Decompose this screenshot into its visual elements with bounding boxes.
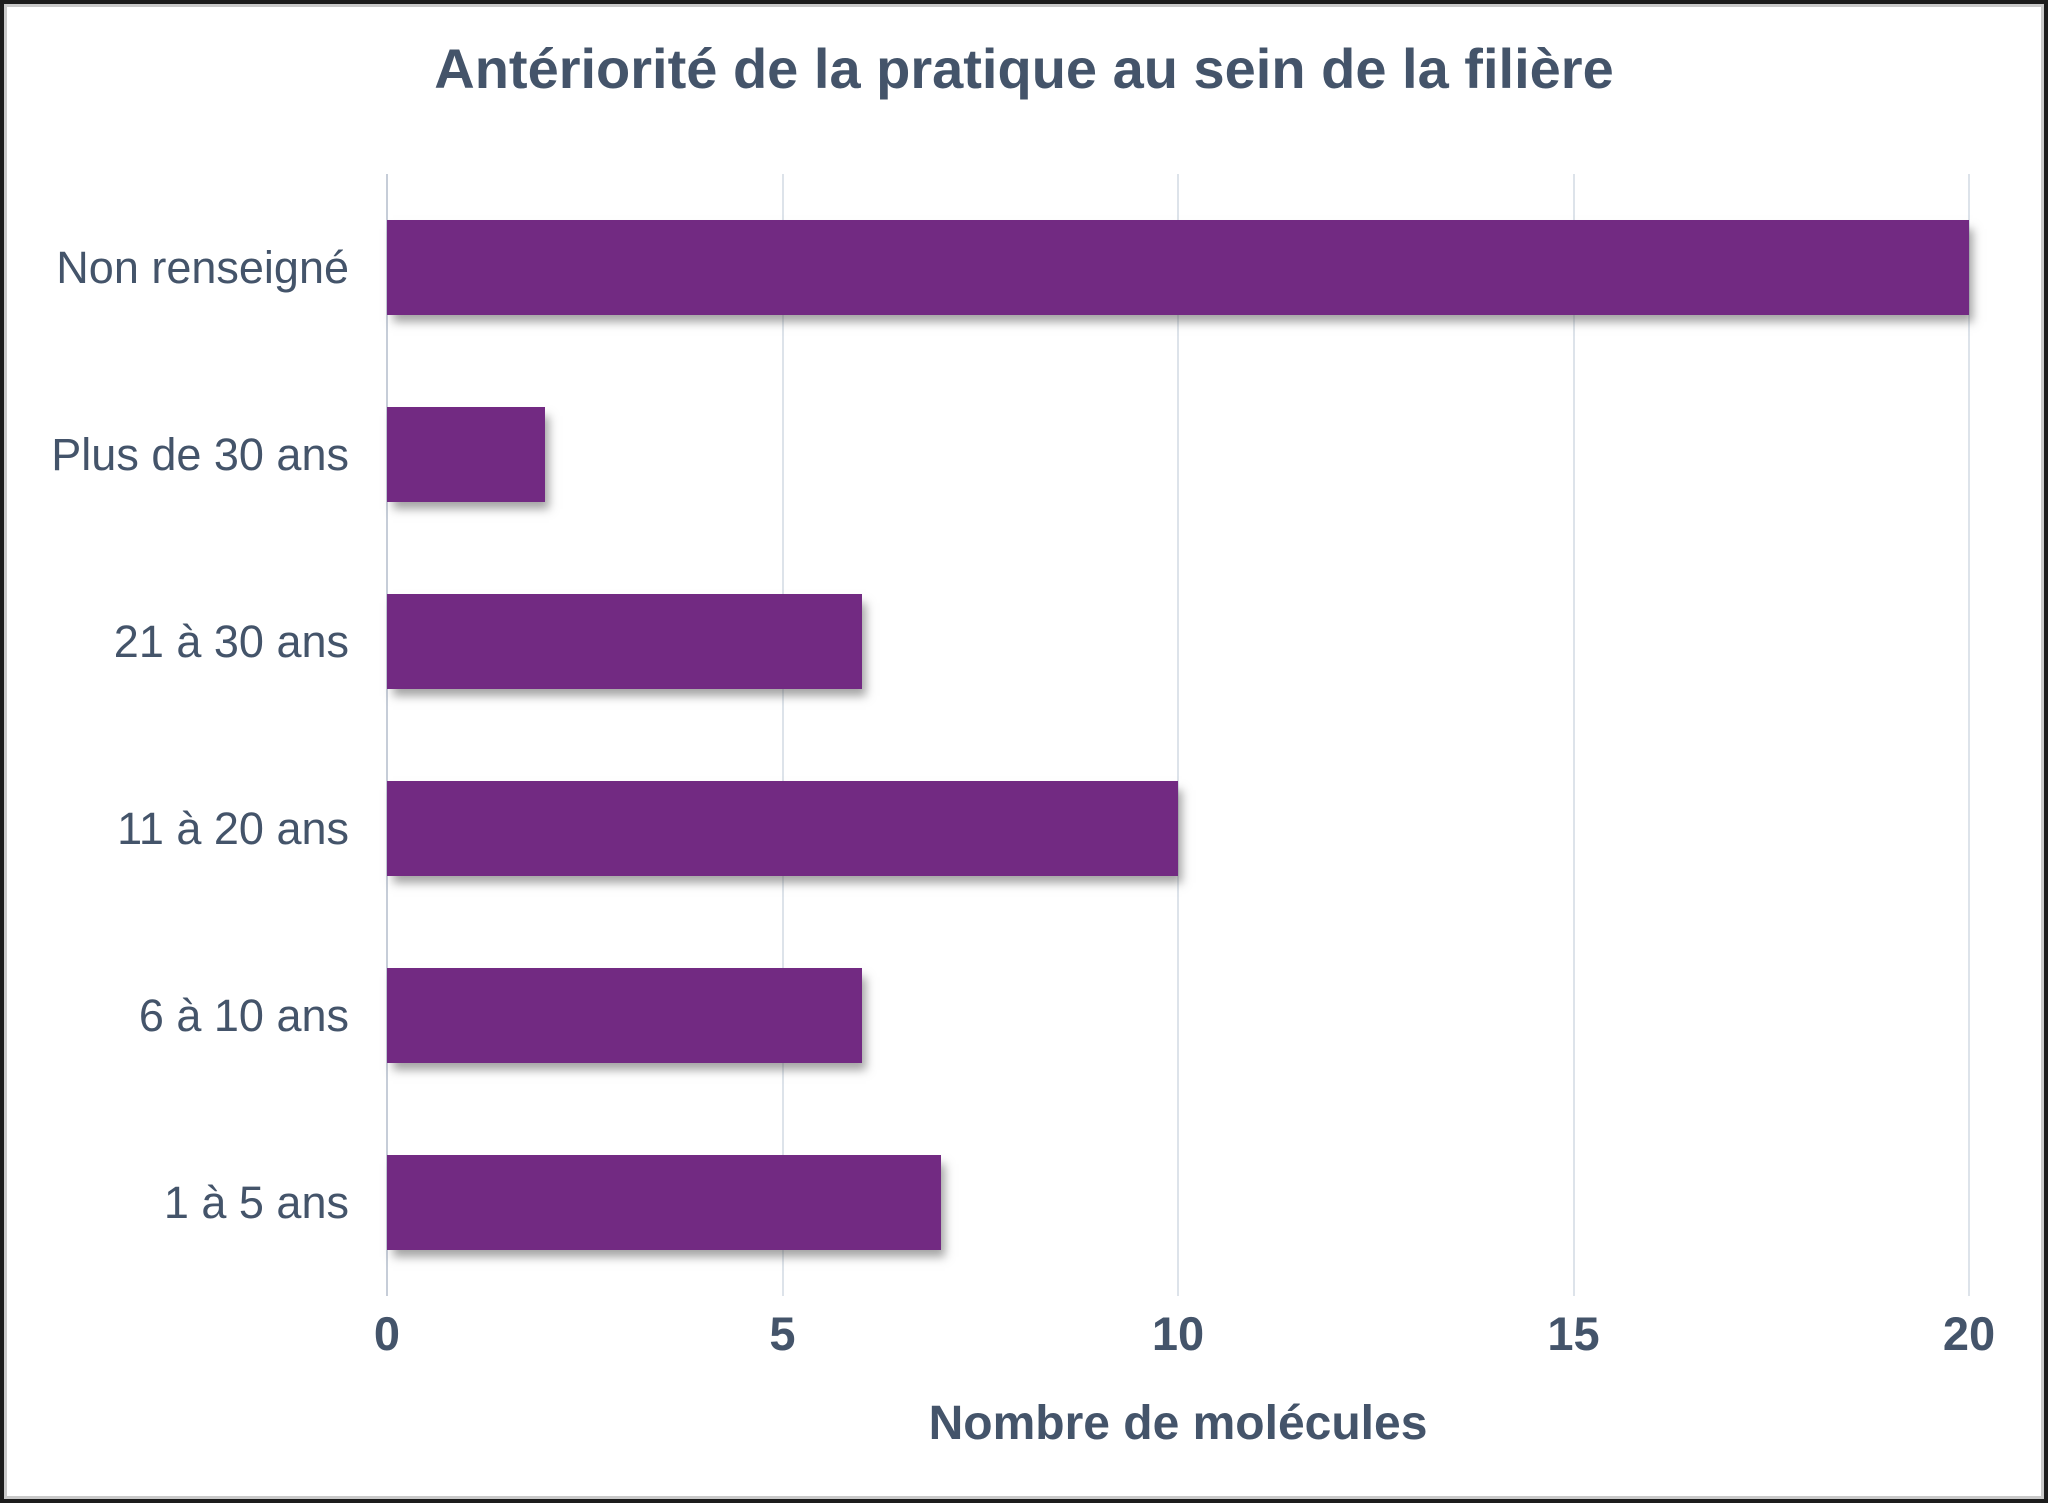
bar-plus-de-30-ans xyxy=(387,407,546,502)
x-tick-label: 10 xyxy=(1151,1307,1205,1360)
category-label: 21 à 30 ans xyxy=(113,615,349,667)
bar-row: 6 à 10 ans xyxy=(139,922,1969,1109)
x-tick-label: 15 xyxy=(1547,1307,1600,1360)
gridline-x-20 xyxy=(1968,174,1970,1296)
x-axis-title: Nombre de molécules xyxy=(928,1397,1428,1450)
bar-1-à-5-ans xyxy=(387,1155,941,1250)
x-axis-ticks: 0 5 10 15 20 xyxy=(374,1306,1995,1366)
gridline-x-15 xyxy=(1572,174,1575,1296)
bar-row: Non renseigné xyxy=(56,174,1969,361)
bar-row: 11 à 20 ans xyxy=(117,735,1969,922)
x-tick-label: 0 xyxy=(373,1307,401,1360)
chart-title: Antériorité de la pratique au sein de la… xyxy=(434,37,1614,100)
gridline-x-5 xyxy=(781,174,784,1296)
category-label: 6 à 10 ans xyxy=(138,989,349,1041)
category-label: 11 à 20 ans xyxy=(117,802,349,854)
bar-21-à-30-ans xyxy=(387,594,862,689)
gridline-x-10 xyxy=(1177,174,1179,1296)
bar-row: 1 à 5 ans xyxy=(164,1109,1969,1296)
category-label: Non renseigné xyxy=(56,241,349,293)
category-label: 1 à 5 ans xyxy=(163,1176,349,1228)
category-label: Plus de 30 ans xyxy=(51,428,349,480)
x-tick-label: 5 xyxy=(769,1307,796,1360)
y-axis-line xyxy=(386,174,388,1296)
x-tick-label: 20 xyxy=(1942,1307,1996,1360)
plot-area: Non renseigné Plus de 30 ans 21 à 30 ans 11… xyxy=(51,174,1970,1296)
bar-6-à-10-ans xyxy=(387,968,862,1063)
bar-11-à-20-ans xyxy=(387,781,1178,876)
bar-row: 21 à 30 ans xyxy=(114,548,1969,735)
bar-row: Plus de 30 ans xyxy=(51,361,1969,548)
bar-non-renseigné xyxy=(387,220,1969,315)
